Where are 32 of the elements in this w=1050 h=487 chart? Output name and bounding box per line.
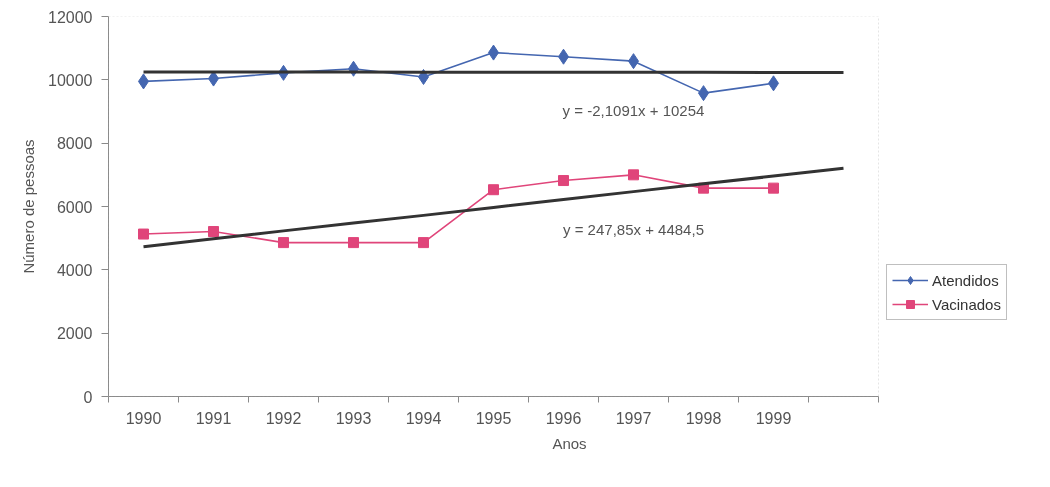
legend-label: Atendidos (932, 271, 999, 289)
point (628, 169, 639, 181)
point (208, 226, 219, 238)
x-tick-label: 1997 (615, 409, 652, 427)
point (278, 237, 289, 249)
point (418, 237, 429, 249)
annotation: y = -2,1091x + 10254 (562, 101, 705, 119)
x-tick-label: 1992 (265, 409, 302, 427)
point (768, 182, 779, 194)
x-tick-label: 1993 (335, 409, 372, 427)
x-tick-label: 1998 (685, 409, 722, 427)
point (558, 175, 569, 187)
x-tick-label: 1991 (195, 409, 232, 427)
annotation: y = 247,85x + 4484,5 (563, 221, 704, 239)
y-tick-label: 4000 (56, 261, 93, 279)
x-tick-label: 1996 (545, 409, 582, 427)
x-tick-label: 1990 (125, 409, 162, 427)
y-tick-label: 6000 (56, 198, 93, 216)
x-tick-label: 1995 (475, 409, 512, 427)
y-tick-label: 12000 (48, 8, 93, 26)
legend-label: Vacinados (932, 295, 1001, 313)
y-tick-label: 0 (83, 388, 93, 406)
y-tick-label: 10000 (48, 71, 93, 89)
x-axis-title: Anos (552, 434, 587, 452)
x-tick-label: 1994 (405, 409, 442, 427)
y-tick-label: 8000 (56, 135, 93, 153)
point (348, 237, 359, 249)
point (488, 184, 499, 196)
y-axis-title: Número de pessoas (20, 139, 38, 274)
point (138, 228, 149, 240)
y-tick-label: 2000 (56, 325, 93, 343)
x-tick-label: 1999 (755, 409, 792, 427)
